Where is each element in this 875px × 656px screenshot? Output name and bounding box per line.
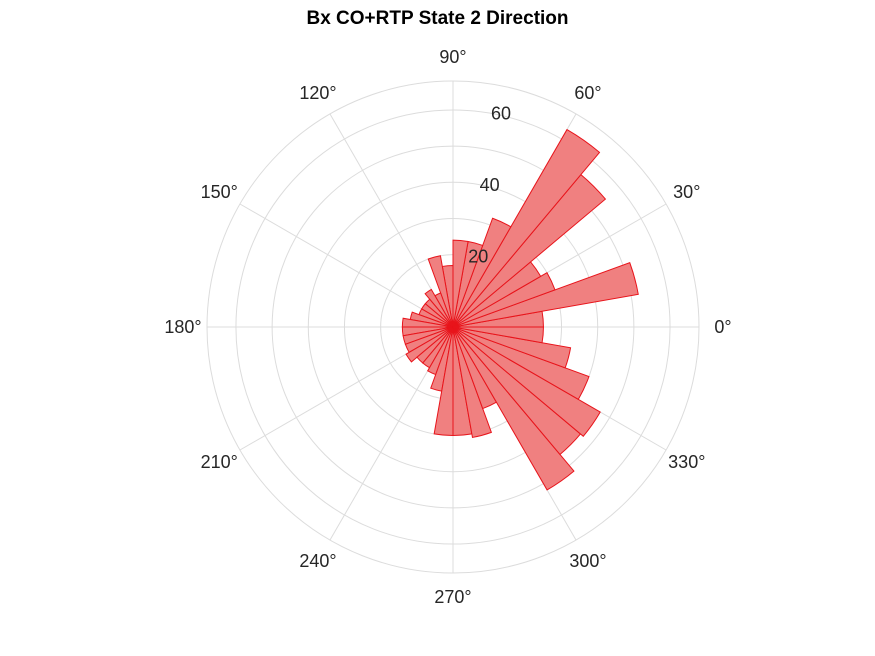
theta-tick-300: 300° [569,551,606,571]
theta-tick-90: 90° [439,47,466,67]
theta-tick-180: 180° [164,317,201,337]
theta-tick-240: 240° [299,551,336,571]
theta-tick-150: 150° [201,182,238,202]
r-tick-20: 20 [468,247,488,267]
bar-215deg [405,326,454,363]
grid-spoke-150 [239,203,454,328]
theta-tick-0: 0° [714,317,731,337]
bar-125deg [424,288,454,328]
theta-tick-330: 330° [668,452,705,472]
bar-345deg [452,326,572,369]
bar-335deg [452,326,590,401]
grid-ring-50 [271,145,635,509]
theta-tick-60: 60° [574,83,601,103]
bar-325deg [452,326,601,437]
theta-tick-210: 210° [201,452,238,472]
r-tick-60: 60 [491,104,511,124]
tick-labels: 0° 30° 60° 90° 120° 150° 180° 210° 240° 270° 300° 3… [164,47,731,607]
grid-ring-40 [307,181,599,473]
histogram-bars [401,128,639,491]
grid-ring-68 [206,80,700,574]
theta-tick-30: 30° [673,182,700,202]
bar-15deg [452,262,639,328]
bar-25deg [452,272,556,328]
bar-355deg [452,326,544,344]
bar-305deg [452,326,575,491]
theta-tick-120: 120° [299,83,336,103]
r-tick-40: 40 [480,175,500,195]
theta-tick-270: 270° [434,587,471,607]
chart-title: Bx CO+RTP State 2 Direction [306,8,569,29]
bar-55deg [452,128,601,328]
grid-ring-60 [235,109,671,545]
bar-85deg [452,239,469,328]
bar-65deg [452,217,512,328]
